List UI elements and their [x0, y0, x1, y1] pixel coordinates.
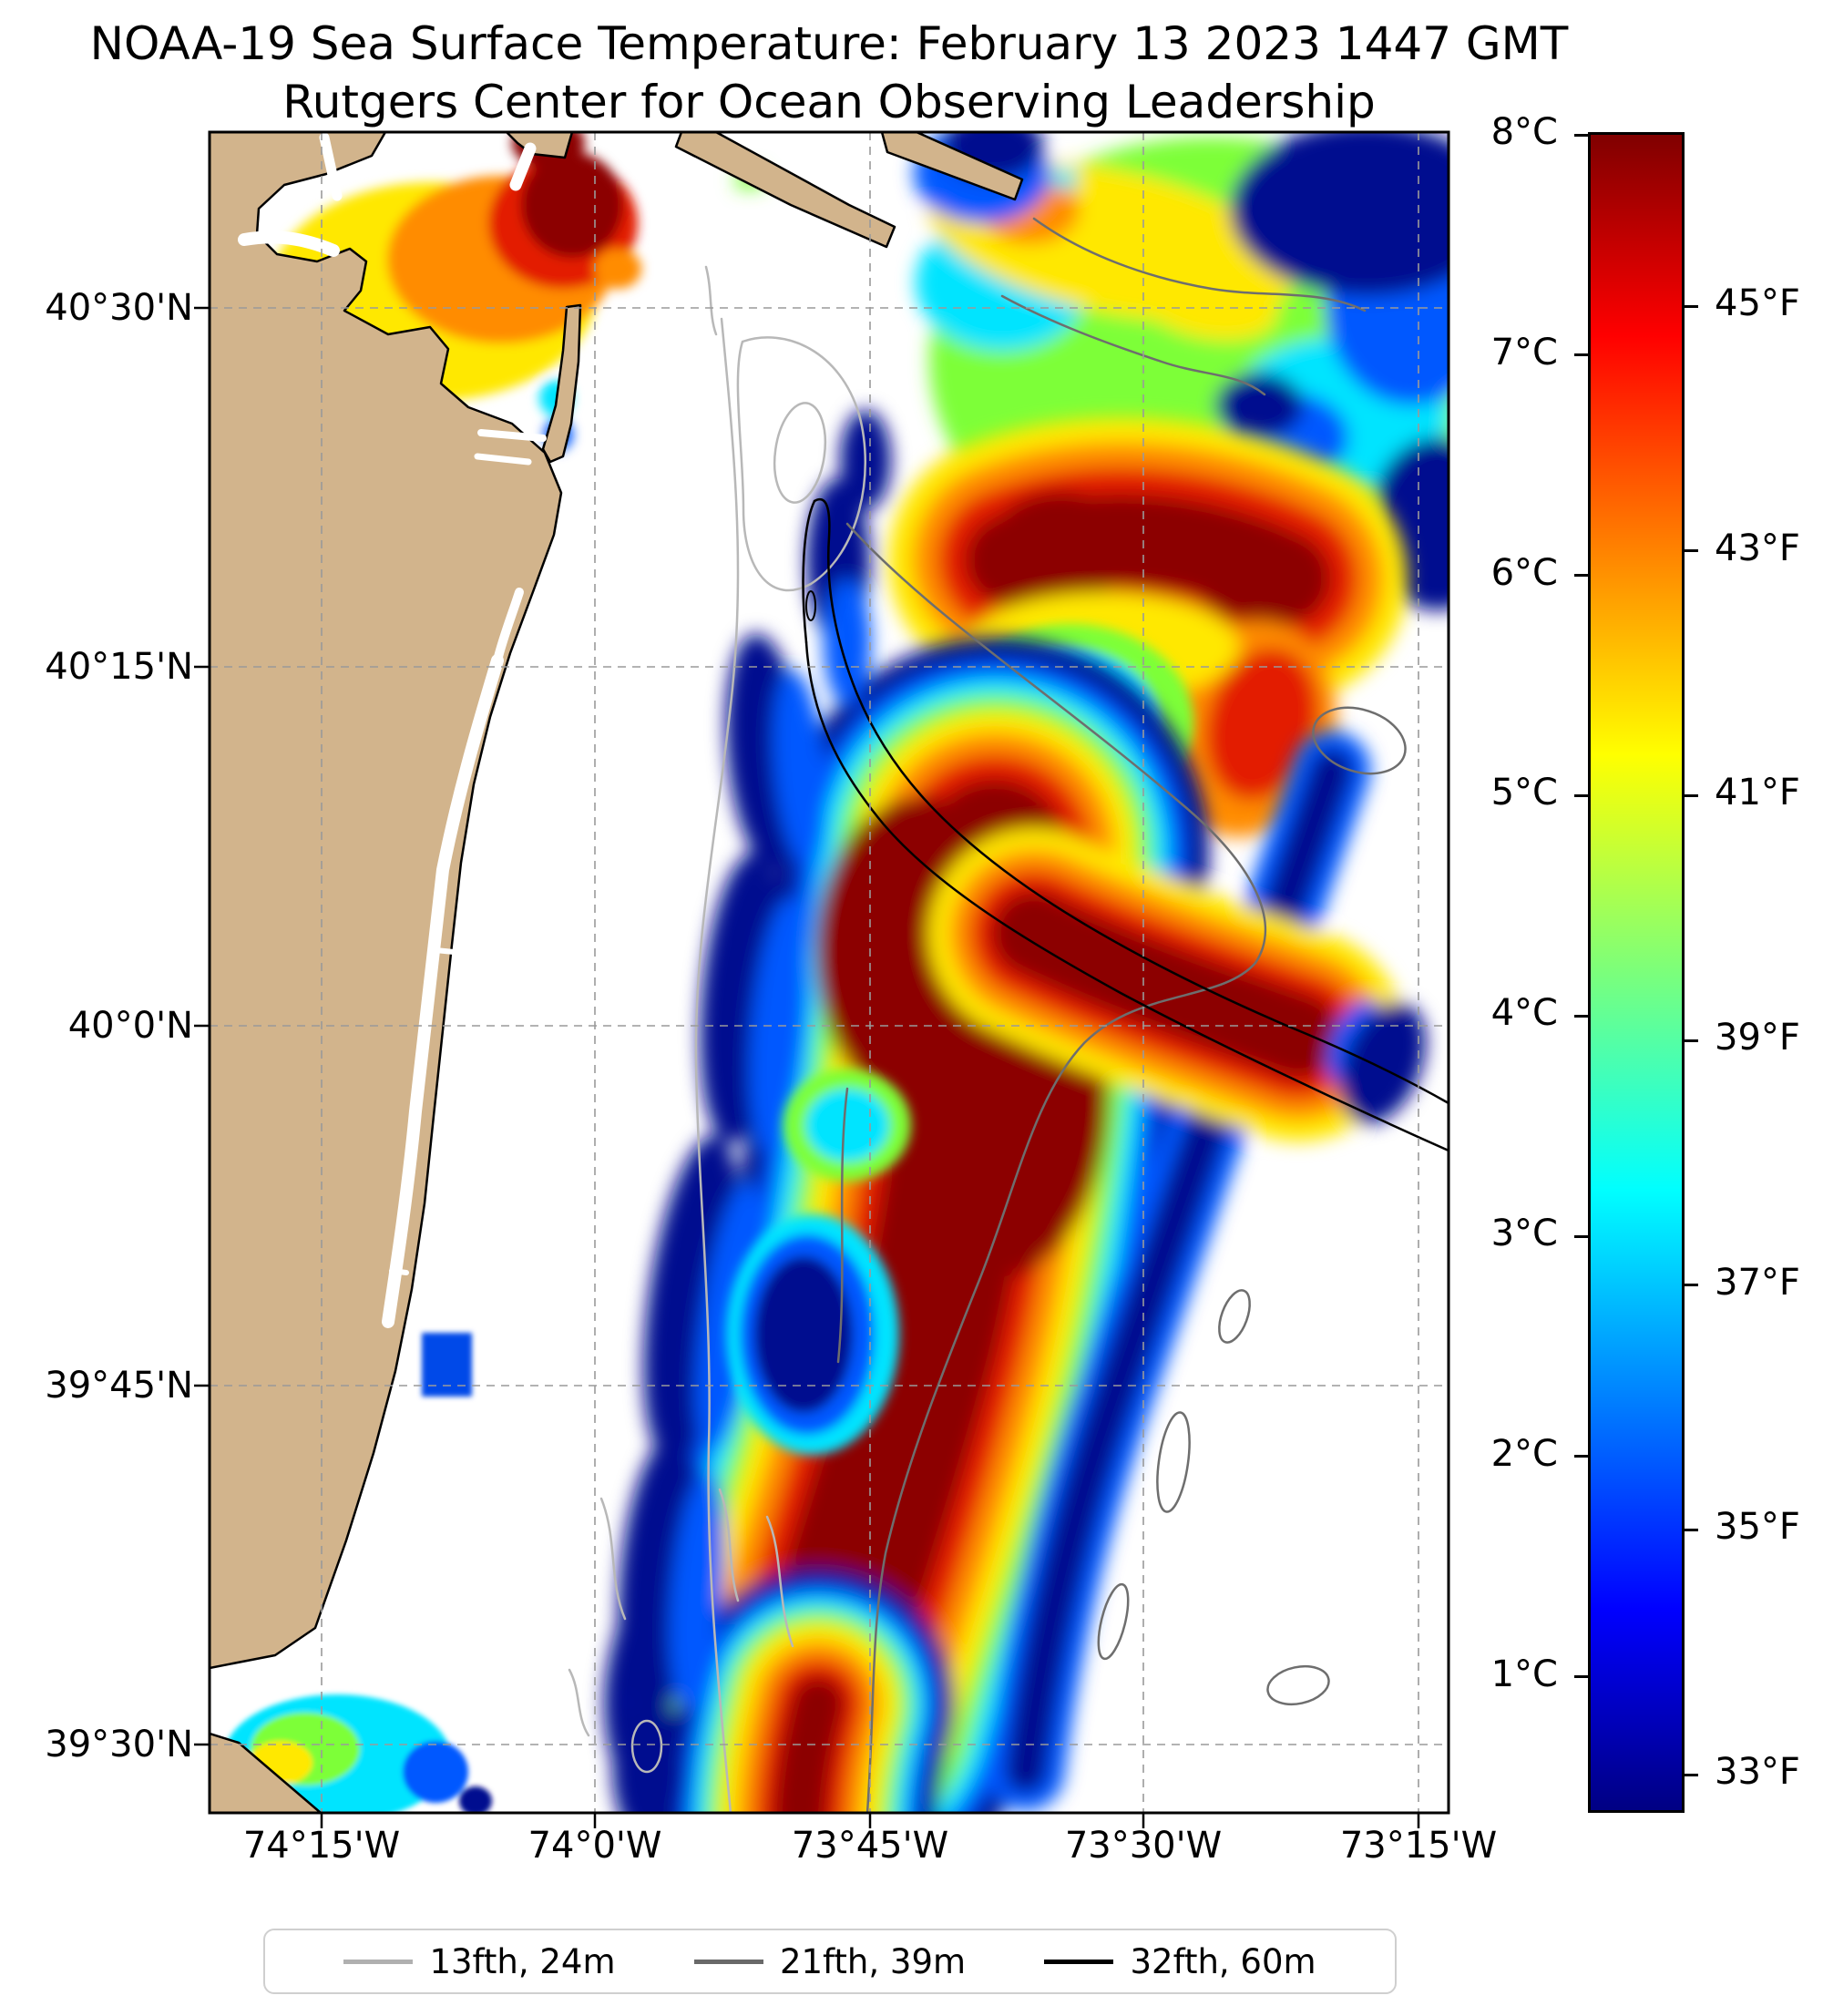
figure-title: NOAA-19 Sea Surface Temperature: Februar… [0, 15, 1658, 131]
colorbar-tick-label-f: 43°F [1715, 527, 1800, 569]
colorbar-tick-label-c: 6°C [1490, 551, 1558, 594]
colorbar-tick-label-c: 4°C [1490, 992, 1558, 1035]
colorbar-tick-label-f: 45°F [1715, 282, 1800, 325]
colorbar-tick-label-f: 37°F [1715, 1261, 1800, 1304]
y-tick-label: 40°15'N [45, 646, 193, 688]
legend-label: 21fth, 39m [779, 1941, 967, 1981]
legend-label: 13fth, 24m [429, 1941, 616, 1981]
y-tick-label: 39°30'N [45, 1724, 193, 1765]
contour-13fth-24m [568, 265, 866, 1813]
legend-line-swatch [343, 1959, 414, 1964]
legend-line-swatch [1044, 1959, 1114, 1964]
x-tick-label: 73°15'W [1339, 1825, 1498, 1867]
land-sandy-hook [541, 303, 582, 464]
land-sw-sliver [210, 1732, 323, 1813]
colorbar-tick-label-f: 33°F [1715, 1751, 1800, 1794]
colorbar [1574, 132, 1698, 1813]
colorbar-tick-label-c: 8°C [1490, 111, 1558, 153]
colorbar-tick-label-f: 35°F [1715, 1506, 1800, 1549]
legend-label: 32fth, 60m [1130, 1941, 1316, 1981]
depth-contour-legend: 13fth, 24m 21fth, 39m 32fth, 60m [263, 1929, 1397, 1994]
graticule [210, 132, 1449, 1813]
land-rockaway [674, 132, 896, 249]
contour-21fth-39m [836, 217, 1407, 1813]
legend-line-swatch [693, 1959, 763, 1964]
colorbar-tick-label-c: 3°C [1490, 1213, 1558, 1255]
colorbar-tick-label-c: 5°C [1490, 772, 1558, 814]
colorbar-tick-label-f: 41°F [1715, 772, 1800, 814]
sst-warm-filament [888, 417, 1408, 837]
x-tick-label: 74°15'W [242, 1825, 401, 1867]
contour-32fth-60m [802, 498, 1449, 1152]
waterways [238, 132, 547, 1328]
x-tick-label: 74°0'W [527, 1825, 662, 1867]
legend-item: 21fth, 39m [693, 1941, 967, 1981]
axis-ticks [194, 306, 1420, 1828]
sst-warm-plume [604, 410, 1426, 1813]
colorbar-tick-label-c: 1°C [1490, 1653, 1558, 1695]
legend-item: 32fth, 60m [1044, 1942, 1316, 1981]
colorbar-tick-label-c: 2°C [1490, 1432, 1558, 1475]
x-tick-label: 73°30'W [1064, 1825, 1223, 1867]
land-brooklyn [505, 132, 574, 159]
axes-frame [208, 130, 1450, 1815]
land-long-island-strip [880, 132, 1024, 201]
y-tick-label: 40°0'N [67, 1005, 193, 1047]
land-group [210, 132, 1024, 1813]
colorbar-tick-label-f: 39°F [1715, 1017, 1800, 1059]
y-tick-label: 40°30'N [45, 287, 193, 329]
title-line-2: Rutgers Center for Ocean Observing Leade… [282, 76, 1376, 128]
y-tick-label: 39°45'N [45, 1365, 193, 1407]
colorbar-tick-label-c: 7°C [1490, 331, 1558, 374]
legend-item: 13fth, 24m [343, 1941, 616, 1981]
x-tick-label: 73°45'W [791, 1825, 949, 1867]
sst-map [194, 130, 1450, 1828]
title-line-1: NOAA-19 Sea Surface Temperature: Februar… [89, 17, 1569, 70]
